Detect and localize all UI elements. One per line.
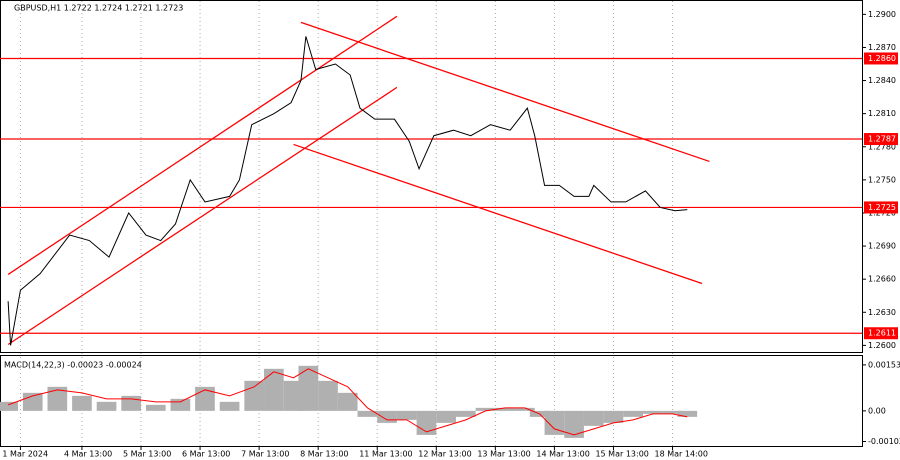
y-tick-label: 1.2630 <box>868 308 896 317</box>
price-frame <box>0 0 863 353</box>
macd-bar <box>121 395 142 411</box>
x-tick-label: 15 Mar 13:00 <box>595 450 648 459</box>
macd-bar <box>544 410 565 435</box>
y-tick-label: 1.2810 <box>868 109 896 118</box>
trend-line <box>293 143 703 285</box>
y-tick-label: 1.2750 <box>868 175 896 184</box>
y-tick-label: 1.2870 <box>868 43 896 52</box>
macd-bar <box>455 410 476 417</box>
x-tick-label: 8 Mar 13:00 <box>300 450 348 459</box>
macd-bar <box>396 410 417 420</box>
trend-line <box>300 21 710 163</box>
level-label-box <box>864 327 898 340</box>
y-tick-label: 1.2690 <box>868 242 896 251</box>
macd-frame <box>0 355 863 447</box>
macd-bar <box>475 407 496 411</box>
macd-bar <box>72 395 92 411</box>
y-tick-label: 1.2840 <box>868 76 896 85</box>
macd-bar <box>623 410 643 417</box>
macd-bar <box>564 410 584 438</box>
x-tick-label: 13 Mar 13:00 <box>477 450 530 459</box>
macd-bar <box>583 410 604 426</box>
x-tick-label: 18 Mar 14:00 <box>655 450 708 459</box>
macd-bar <box>318 380 338 411</box>
level-label: 1.2787 <box>868 135 896 144</box>
macd-bar <box>0 401 18 411</box>
x-tick-label: 11 Mar 13:00 <box>359 450 412 459</box>
macd-bar <box>677 410 698 417</box>
macd-bar <box>145 404 166 411</box>
x-tick-label: 4 Mar 13:00 <box>64 450 112 459</box>
level-label-box <box>864 201 898 214</box>
macd-bar <box>416 410 437 435</box>
x-tick-label: 7 Mar 13:00 <box>241 450 289 459</box>
y-tick-label: -0.00102 <box>868 437 900 446</box>
chart-title: GBPUSD,H1 1.2722 1.2724 1.2721 1.2723 <box>14 4 183 13</box>
macd-bar <box>436 410 456 423</box>
macd-bar <box>357 410 378 417</box>
macd-bar <box>337 392 358 411</box>
y-tick-label: 1.2600 <box>868 341 896 350</box>
trend-line <box>7 86 398 346</box>
x-tick-label: 1 Mar 2024 <box>2 450 48 459</box>
y-tick-label: 1.2660 <box>868 275 896 284</box>
macd-bar <box>283 380 304 411</box>
macd-bar <box>662 410 683 414</box>
x-tick-label: 5 Mar 13:00 <box>123 450 171 459</box>
y-tick-label: 1.2900 <box>868 10 896 19</box>
macd-bar <box>495 407 516 411</box>
trend-line <box>7 15 398 275</box>
macd-bar <box>47 386 68 411</box>
price-line <box>7 36 688 346</box>
macd-bar <box>377 410 397 423</box>
macd-title: MACD(14,22,3) -0.00023 -0.00024 <box>4 361 142 370</box>
x-tick-label: 6 Mar 13:00 <box>182 450 230 459</box>
y-tick-label: 0.00 <box>868 406 886 415</box>
macd-bar <box>170 398 191 411</box>
y-tick-label: 0.00153 <box>868 360 900 369</box>
x-tick-label: 12 Mar 13:00 <box>418 450 471 459</box>
level-label: 1.2725 <box>868 203 896 212</box>
macd-bar <box>96 401 117 411</box>
x-tick-label: 14 Mar 13:00 <box>536 450 589 459</box>
macd-bar <box>195 386 215 411</box>
level-label: 1.2611 <box>868 329 896 338</box>
macd-bar <box>298 365 319 411</box>
macd-bar <box>264 368 284 411</box>
macd-bar <box>219 401 240 411</box>
macd-bar <box>244 380 265 411</box>
level-label: 1.2860 <box>868 54 896 63</box>
level-label-box <box>864 133 898 146</box>
signal-line <box>7 368 688 436</box>
macd-bar <box>515 407 535 411</box>
macd-bar <box>603 410 624 423</box>
y-tick-label: 1.2780 <box>868 142 896 151</box>
macd-bar <box>642 410 663 414</box>
level-label-box <box>864 52 898 65</box>
